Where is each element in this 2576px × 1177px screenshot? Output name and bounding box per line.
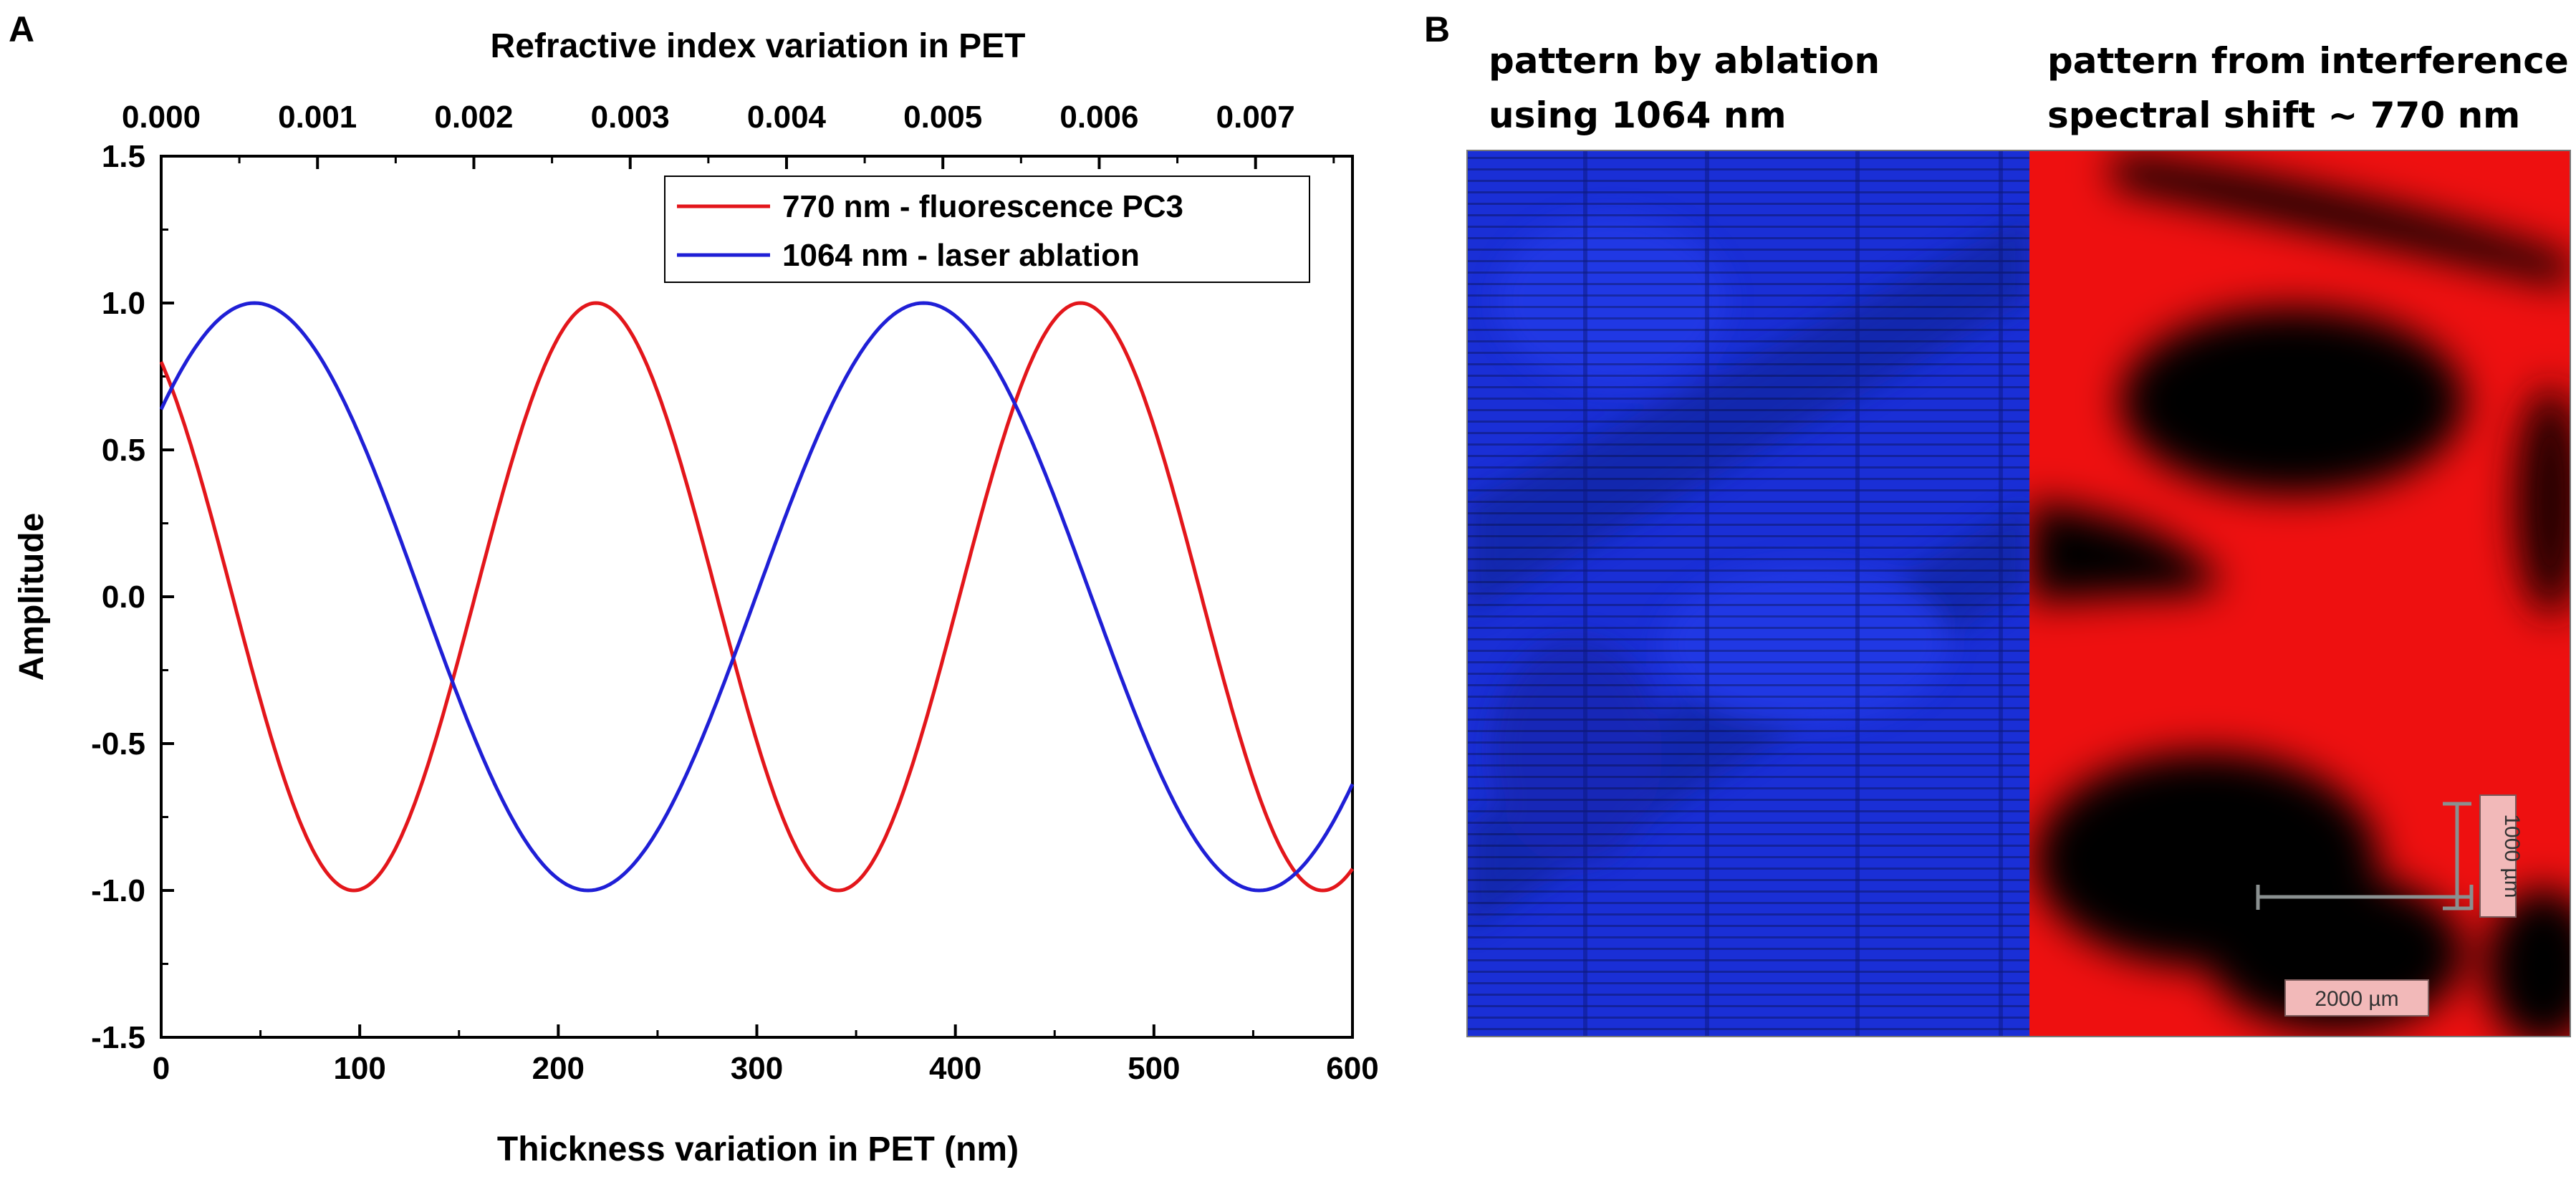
legend-label-770nm: 770 nm - fluorescence PC3 xyxy=(782,189,1183,224)
left-caption-line-2: using 1064 nm xyxy=(1489,95,1787,136)
y-axis-title: Amplitude xyxy=(13,513,51,681)
y-tick-label: 0.5 xyxy=(102,433,145,468)
scale-label-vertical: 1000 µm xyxy=(2500,814,2524,898)
top-tick-label: 0.006 xyxy=(1059,100,1138,135)
legend: 770 nm - fluorescence PC3 1064 nm - lase… xyxy=(664,176,1310,283)
top-tick-label: 0.002 xyxy=(434,100,513,135)
right-caption-line-2: spectral shift ~ 770 nm xyxy=(2047,95,2520,136)
x-tick-label: 0 xyxy=(153,1051,170,1086)
panel-a-letter: A xyxy=(9,9,34,49)
legend-label-1064nm: 1064 nm - laser ablation xyxy=(782,238,1140,273)
top-tick-label: 0.003 xyxy=(591,100,670,135)
scale-bar: 1000 µm 2000 µm xyxy=(2256,794,2524,1017)
x-tick-label: 200 xyxy=(532,1051,585,1086)
x-tick-label: 100 xyxy=(333,1051,385,1086)
legend-box xyxy=(664,176,1310,283)
left-y-ticks: 1.5 1.0 0.5 0.0 -0.5 -1.0 -1.5 xyxy=(91,139,174,1055)
y-tick-label: 0.0 xyxy=(102,580,145,615)
bottom-x-ticks: 0 100 200 300 400 500 600 xyxy=(153,1024,1379,1086)
panel-a: A Refractive index variation in PET 0.00… xyxy=(9,9,1379,1168)
top-tick-label: 0.004 xyxy=(747,100,827,135)
y-tick-label: -0.5 xyxy=(91,726,145,762)
plot-frame xyxy=(160,155,1354,1039)
x-tick-label: 300 xyxy=(731,1051,783,1086)
scale-label-horizontal: 2000 µm xyxy=(2315,987,2398,1011)
series-line-770nm xyxy=(159,301,1355,893)
top-x-axis-title: Refractive index variation in PET xyxy=(491,27,1026,65)
right-caption-line-1: pattern from interference xyxy=(2047,40,2569,82)
top-tick-label: 0.001 xyxy=(278,100,357,135)
series-line-1064nm xyxy=(159,301,1355,893)
y-tick-label: -1.5 xyxy=(91,1020,145,1055)
top-tick-label: 0.000 xyxy=(122,100,201,135)
y-tick-label: 1.5 xyxy=(102,139,145,174)
x-tick-label: 600 xyxy=(1326,1051,1378,1086)
image-border xyxy=(1466,150,2571,1037)
top-tick-label: 0.005 xyxy=(903,100,982,135)
top-x-ticks: 0.000 0.001 0.002 0.003 0.004 0.005 0.006 0.007 xyxy=(122,100,1335,169)
panel-b-letter: B xyxy=(1424,9,1450,49)
ablation-image-blue xyxy=(1467,150,2029,1037)
y-tick-label: 1.0 xyxy=(102,286,145,321)
top-tick-label: 0.007 xyxy=(1216,100,1295,135)
x-axis-title: Thickness variation in PET (nm) xyxy=(497,1130,1019,1168)
x-tick-label: 500 xyxy=(1128,1051,1180,1086)
panel-b: B pattern by ablation using 1064 nm patt… xyxy=(1424,9,2571,1037)
left-caption-line-1: pattern by ablation xyxy=(1489,40,1880,82)
x-tick-label: 400 xyxy=(929,1051,981,1086)
y-tick-label: -1.0 xyxy=(91,873,145,908)
